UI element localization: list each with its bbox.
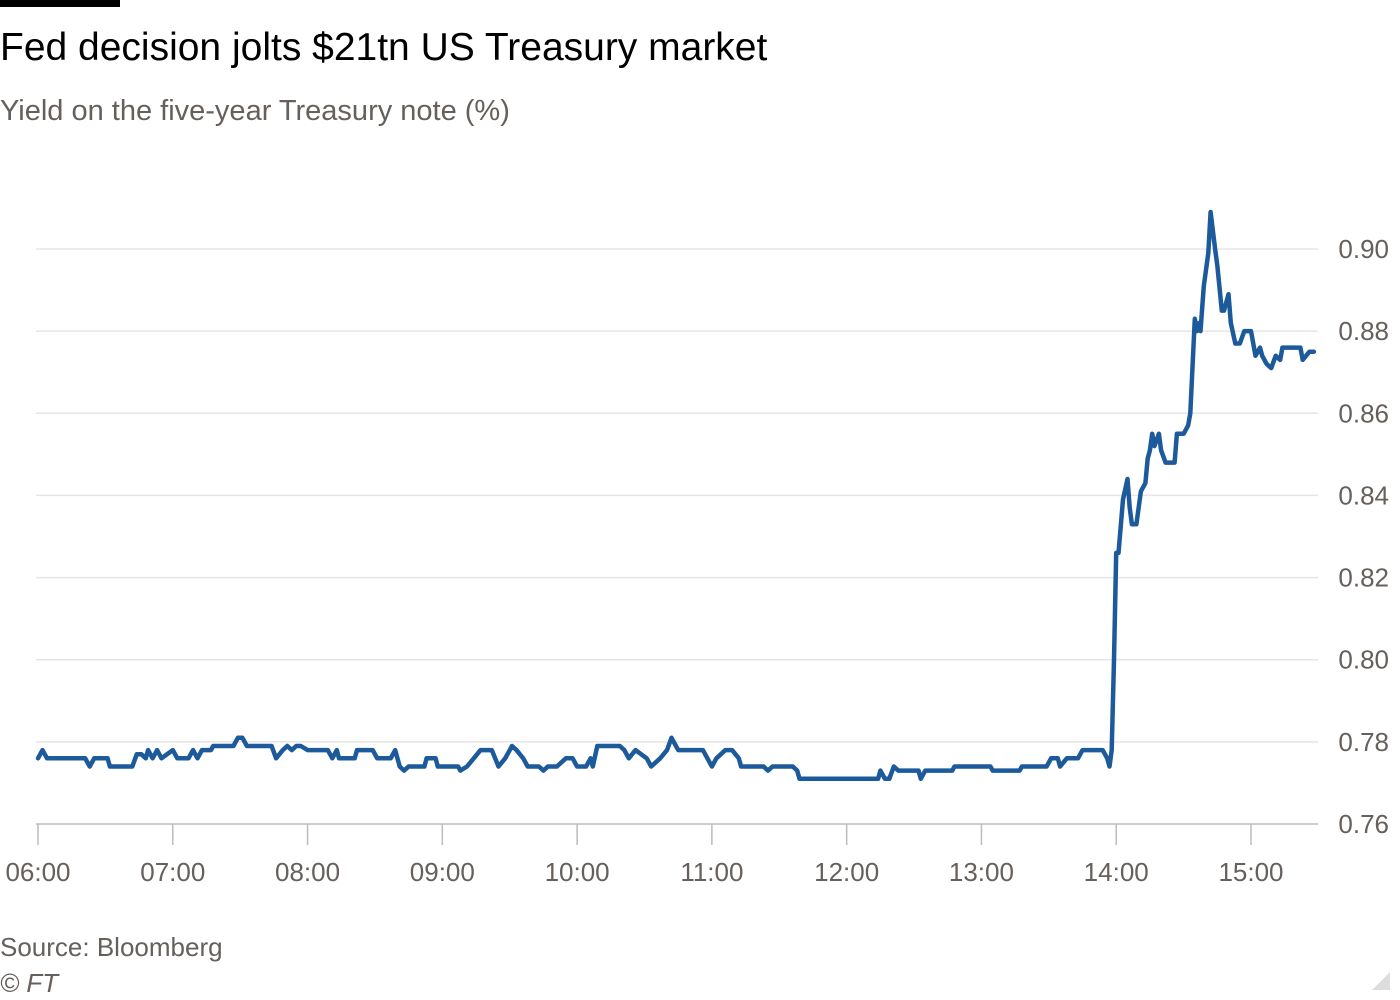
x-tick-label: 14:00 bbox=[1084, 857, 1149, 887]
y-axis: 0.76 0.78 0.80 0.82 0.84 0.86 0.88 0.90 bbox=[1338, 234, 1389, 839]
y-tick-label: 0.80 bbox=[1338, 645, 1389, 675]
series-line-5yr-yield bbox=[35, 209, 1317, 782]
x-tick-label: 09:00 bbox=[410, 857, 475, 887]
x-tick-label: 11:00 bbox=[680, 857, 743, 887]
x-tick-label: 15:00 bbox=[1218, 857, 1283, 887]
x-axis: 06:00 07:00 08:00 09:00 10:00 11:00 12:00 13:00… bbox=[5, 824, 1284, 887]
x-tick-label: 12:00 bbox=[814, 857, 879, 887]
chart-subtitle: Yield on the five-year Treasury note (%) bbox=[0, 95, 510, 127]
gridlines bbox=[36, 248, 1318, 825]
y-tick-label: 0.82 bbox=[1338, 563, 1389, 593]
x-tick-label: 13:00 bbox=[949, 857, 1014, 887]
y-tick-label: 0.76 bbox=[1338, 809, 1389, 839]
source-note: Source: Bloomberg bbox=[0, 932, 223, 962]
ft-top-bar bbox=[0, 0, 120, 7]
x-tick-label: 10:00 bbox=[545, 857, 610, 887]
y-tick-label: 0.86 bbox=[1338, 398, 1389, 428]
resize-corner-icon bbox=[1372, 972, 1390, 990]
copyright-note: © FT bbox=[0, 968, 59, 998]
y-tick-label: 0.88 bbox=[1338, 316, 1389, 346]
y-tick-label: 0.90 bbox=[1338, 234, 1389, 264]
x-tick-label: 06:00 bbox=[5, 857, 70, 887]
y-tick-label: 0.78 bbox=[1338, 727, 1389, 757]
y-tick-label: 0.84 bbox=[1338, 480, 1389, 510]
x-tick-label: 08:00 bbox=[275, 857, 340, 887]
x-tick-label: 07:00 bbox=[140, 857, 205, 887]
series-layer bbox=[35, 209, 1317, 782]
chart-title: Fed decision jolts $21tn US Treasury mar… bbox=[0, 26, 768, 69]
